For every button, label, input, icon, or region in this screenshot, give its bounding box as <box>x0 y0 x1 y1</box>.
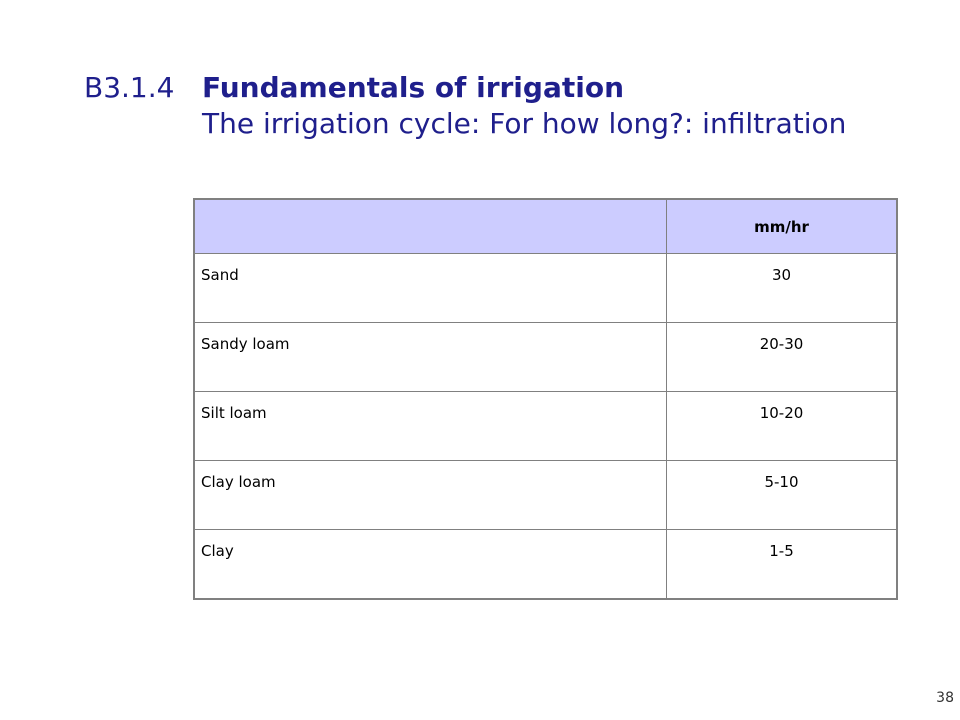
infiltration-rate-cell: 10-20 <box>666 391 898 461</box>
infiltration-rate-cell: 20-30 <box>666 322 898 392</box>
soil-type-cell: Sand <box>193 253 667 323</box>
soil-type-cell: Clay <box>193 529 667 600</box>
slide-title: Fundamentals of irrigation <box>202 71 624 104</box>
infiltration-rate-cell: 5-10 <box>666 460 898 530</box>
table-row: Sandy loam 20-30 <box>193 322 898 392</box>
table-header-row: mm/hr <box>193 198 898 254</box>
header-label-cell <box>193 198 667 254</box>
table-row: Silt loam 10-20 <box>193 391 898 461</box>
infiltration-rate-cell: 30 <box>666 253 898 323</box>
section-number: B3.1.4 <box>84 71 175 104</box>
table-row: Sand 30 <box>193 253 898 323</box>
table-row: Clay loam 5-10 <box>193 460 898 530</box>
page-number: 38 <box>936 690 954 706</box>
infiltration-rate-cell: 1-5 <box>666 529 898 600</box>
table-row: Clay 1-5 <box>193 529 898 600</box>
slide-subtitle: The irrigation cycle: For how long?: inf… <box>202 107 847 140</box>
infiltration-table: mm/hr Sand 30 Sandy loam 20-30 Silt loam… <box>193 198 898 600</box>
soil-type-cell: Silt loam <box>193 391 667 461</box>
soil-type-cell: Clay loam <box>193 460 667 530</box>
header-unit-cell: mm/hr <box>666 198 898 254</box>
slide-heading: Fundamentals of irrigation The irrigatio… <box>202 70 902 142</box>
soil-type-cell: Sandy loam <box>193 322 667 392</box>
